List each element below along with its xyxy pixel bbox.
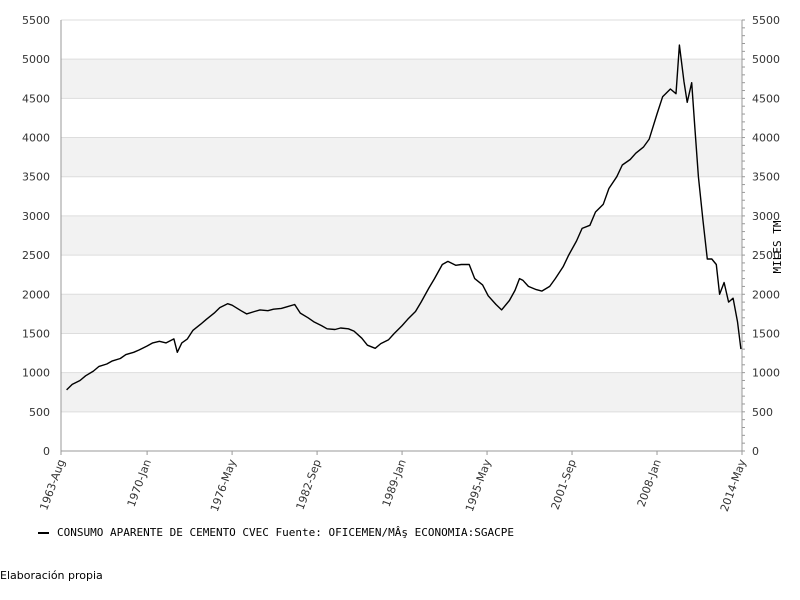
y-tick-label-left: 2000 [22, 288, 50, 301]
legend: CONSUMO APARENTE DE CEMENTO CVEC Fuente:… [38, 526, 514, 539]
y-tick-label-right: 2000 [752, 288, 780, 301]
y-tick-label-right: 4500 [752, 92, 780, 105]
y-tick-label-left: 0 [43, 445, 50, 458]
y-tick-label-right: 3500 [752, 171, 780, 184]
y-tick-label-right: 5500 [752, 14, 780, 27]
y-axis-right: 0 500 1000 1500 2000 2500 3000 3500 4000 4500 5000… [752, 14, 780, 458]
legend-label: CONSUMO APARENTE DE CEMENTO CVEC Fuente:… [57, 526, 514, 539]
y-tick-label-left: 3000 [22, 210, 50, 223]
y-tick-label-left: 1500 [22, 327, 50, 340]
x-tick-label: 2008-Jan [635, 458, 664, 509]
y-tick-label-left: 5500 [22, 14, 50, 27]
series-line [66, 44, 742, 391]
y-tick-label-right: 4000 [752, 132, 780, 145]
x-tick-label: 1963-Aug [37, 458, 67, 512]
y-tick-label-right: 3000 [752, 210, 780, 223]
x-tick-label: 2014-May [718, 457, 749, 513]
x-tick-label: 1989-Jan [380, 458, 409, 509]
grid-band [61, 294, 742, 334]
y-tick-label-right: 1500 [752, 327, 780, 340]
y-tick-label-right: 500 [752, 406, 773, 419]
grid-band [61, 59, 742, 99]
x-tick-label: 2001-Sep [549, 458, 579, 512]
y-tick-label-right: 5000 [752, 53, 780, 66]
grid-band [61, 372, 742, 412]
y-tick-label-right: 1000 [752, 367, 780, 380]
x-tick-label: 1976-May [208, 457, 239, 513]
legend-line-swatch [38, 532, 49, 534]
y-tick-label-left: 1000 [22, 367, 50, 380]
y-tick-label-left: 4500 [22, 92, 50, 105]
axes [60, 19, 745, 452]
grid-band [61, 215, 742, 256]
grid-band [61, 137, 742, 177]
y-axis-left: 0 500 1000 1500 2000 2500 3000 3500 4000 4500 5000… [22, 14, 50, 458]
y-tick-label-left: 2500 [22, 249, 50, 262]
x-axis: 1963-Aug 1970-Jan 1976-May 1982-Sep 1989-Jan… [37, 451, 749, 513]
x-tick-label: 1970-Jan [125, 458, 154, 509]
y-tick-label-left: 4000 [22, 132, 50, 145]
y-tick-label-right: 2500 [752, 249, 780, 262]
credit-note: Elaboración propia [0, 569, 103, 582]
background-bands [61, 59, 742, 412]
y-axis-title: MILES TM [771, 220, 784, 273]
x-tick-label: 1982-Sep [294, 458, 324, 512]
series-layer [66, 44, 742, 391]
gridlines [61, 19, 742, 452]
y-tick-label-left: 5000 [22, 53, 50, 66]
x-tick-label: 1995-May [463, 457, 494, 513]
y-tick-label-left: 3500 [22, 171, 50, 184]
y-tick-label-left: 500 [29, 406, 50, 419]
y-tick-label-right: 0 [752, 445, 759, 458]
